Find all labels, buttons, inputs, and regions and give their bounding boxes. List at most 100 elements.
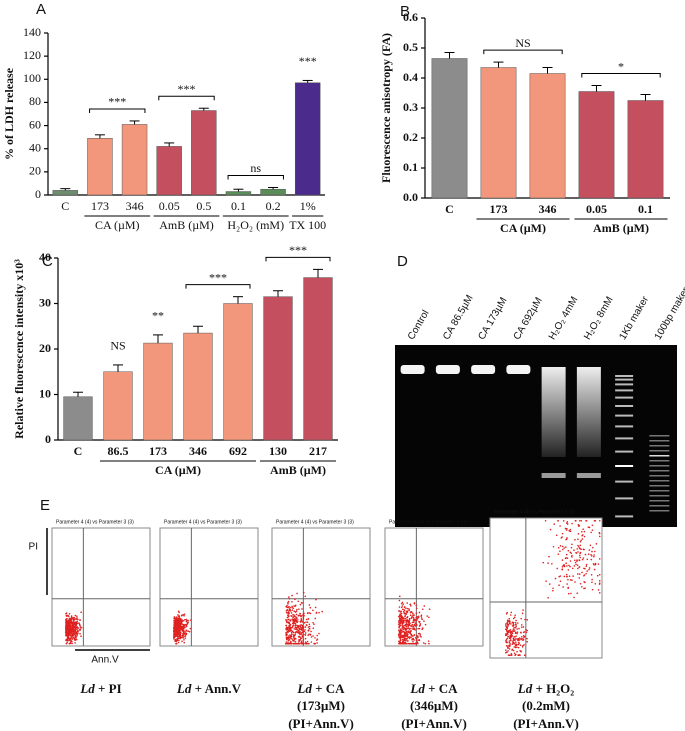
dot: [73, 632, 76, 635]
dot: [569, 528, 572, 531]
dot: [67, 627, 70, 630]
dot: [313, 623, 315, 625]
dot: [565, 556, 567, 559]
dot: [588, 526, 591, 529]
dot: [304, 632, 307, 634]
dot: [580, 539, 582, 542]
dot: [293, 615, 296, 618]
dot: [314, 642, 316, 645]
error-bar: [268, 186, 279, 190]
dot: [509, 631, 512, 634]
dot: [563, 564, 566, 567]
dot: [178, 622, 181, 625]
dot: [407, 607, 409, 610]
dot: [426, 615, 428, 617]
dot: [77, 627, 79, 629]
dot: [552, 587, 554, 590]
dot: [574, 538, 576, 541]
dot: [521, 635, 523, 638]
dot: [286, 614, 289, 616]
dot: [512, 624, 515, 626]
dot: [310, 630, 312, 633]
dot: [294, 598, 296, 601]
dot: [406, 627, 408, 630]
dot: [574, 520, 577, 522]
dot: [521, 646, 524, 648]
dot: [577, 567, 579, 570]
dot: [181, 640, 183, 643]
dot: [548, 555, 550, 558]
bar: [121, 124, 148, 196]
dot: [299, 630, 301, 633]
bar: [260, 188, 286, 196]
dot: [574, 559, 576, 562]
dot: [561, 532, 564, 535]
dot: [177, 631, 180, 634]
x-tick-label: 0.05: [159, 199, 180, 213]
ladder-band: [649, 465, 670, 467]
dot: [520, 632, 522, 634]
dot: [523, 636, 525, 639]
dot: [417, 642, 419, 645]
dot: [176, 639, 179, 642]
dot: [579, 544, 582, 547]
dot: [180, 614, 183, 617]
dot: [515, 641, 517, 644]
bar: [480, 67, 517, 199]
error-bar: [542, 67, 553, 74]
dot: [513, 652, 516, 655]
dot: [294, 617, 296, 620]
y-tick-label: 20: [39, 341, 51, 355]
dot: [553, 523, 556, 525]
dot: [544, 520, 547, 522]
strain: Ld: [296, 681, 312, 696]
dot: [398, 629, 400, 631]
dot: [520, 617, 522, 620]
x-tick-label: 86.5: [108, 444, 129, 458]
caption-line: (PI+Ann.V): [288, 716, 354, 731]
dot: [303, 630, 306, 633]
dot: [285, 605, 287, 608]
dot: [302, 639, 305, 641]
dot: [302, 628, 304, 631]
dot: [286, 629, 288, 631]
strain: Ld: [176, 681, 192, 696]
plot-frame: [489, 517, 603, 659]
x-tick-label: 217: [309, 444, 327, 458]
dot: [178, 625, 181, 627]
dot: [173, 617, 176, 619]
dot: [301, 626, 304, 629]
dot: [410, 634, 412, 636]
dot: [291, 630, 294, 633]
dot: [513, 626, 516, 629]
dot: [69, 641, 72, 644]
dot: [410, 617, 413, 619]
dot: [183, 629, 185, 631]
x-tick-label: 1%: [300, 199, 316, 213]
treatment: + H₂O₂: [536, 681, 575, 696]
dot: [555, 534, 558, 537]
treatment: + CA: [428, 681, 458, 696]
ladder-band: [649, 500, 670, 502]
dot: [591, 581, 593, 584]
plot-header: Parameter 4 (4) vs Parameter 3 (3): [494, 509, 575, 515]
lane-label: CA 86.5µM: [441, 293, 475, 342]
panel-letter: E: [40, 497, 50, 514]
x-tick-label: 346: [189, 444, 207, 458]
dot: [302, 634, 304, 636]
dot: [174, 626, 177, 629]
dot: [591, 555, 593, 557]
dot: [523, 644, 525, 646]
error-bar: [164, 142, 175, 147]
dot: [567, 569, 570, 571]
dot: [294, 633, 297, 635]
dot: [300, 633, 302, 636]
dot: [526, 637, 528, 640]
dot: [506, 611, 509, 614]
dot: [175, 642, 178, 645]
dot: [571, 556, 573, 558]
dot: [288, 639, 291, 641]
dot: [571, 522, 573, 525]
dot: [588, 567, 591, 569]
caption-line: (PI+Ann.V): [513, 716, 579, 731]
